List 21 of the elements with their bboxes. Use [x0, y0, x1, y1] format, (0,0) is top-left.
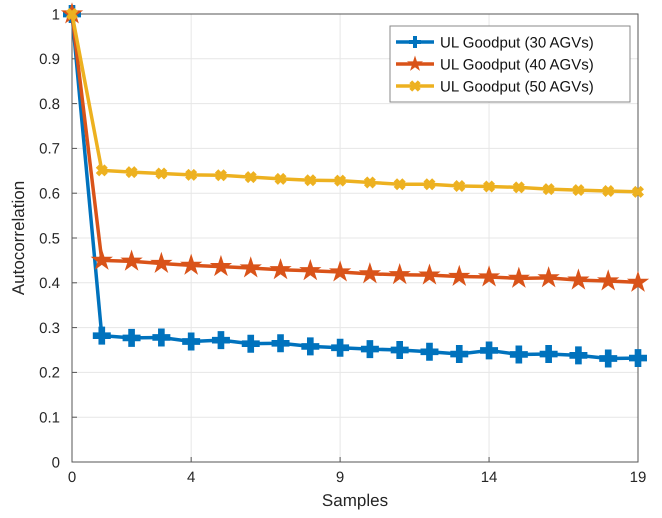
x-axis-title: Samples	[322, 491, 388, 510]
y-tick-label: 0.5	[39, 230, 60, 248]
x-tick-label: 0	[68, 469, 76, 486]
y-tick-label: 0.8	[39, 96, 60, 113]
x-tick-label: 9	[336, 469, 344, 486]
y-tick-label: 0.9	[39, 51, 60, 68]
x-tick-label: 14	[480, 469, 498, 486]
y-tick-label: 0.6	[39, 185, 60, 202]
y-tick-label: 0.2	[39, 364, 60, 382]
legend-label: UL Goodput (40 AGVs)	[440, 56, 594, 74]
legend-label: UL Goodput (30 AGVs)	[440, 34, 594, 52]
y-axis-title: Autocorrelation	[9, 180, 28, 296]
x-tick-label: 19	[630, 469, 646, 486]
y-tick-label: 0.7	[39, 140, 60, 158]
y-tick-label: 0.1	[39, 409, 60, 426]
y-tick-label: 1	[52, 6, 60, 24]
y-tick-label: 0.3	[39, 320, 60, 337]
y-tick-label: 0.4	[39, 275, 60, 292]
legend-label: UL Goodput (50 AGVs)	[440, 78, 594, 96]
x-tick-label: 4	[186, 469, 196, 486]
y-tick-label: 0	[52, 454, 60, 472]
